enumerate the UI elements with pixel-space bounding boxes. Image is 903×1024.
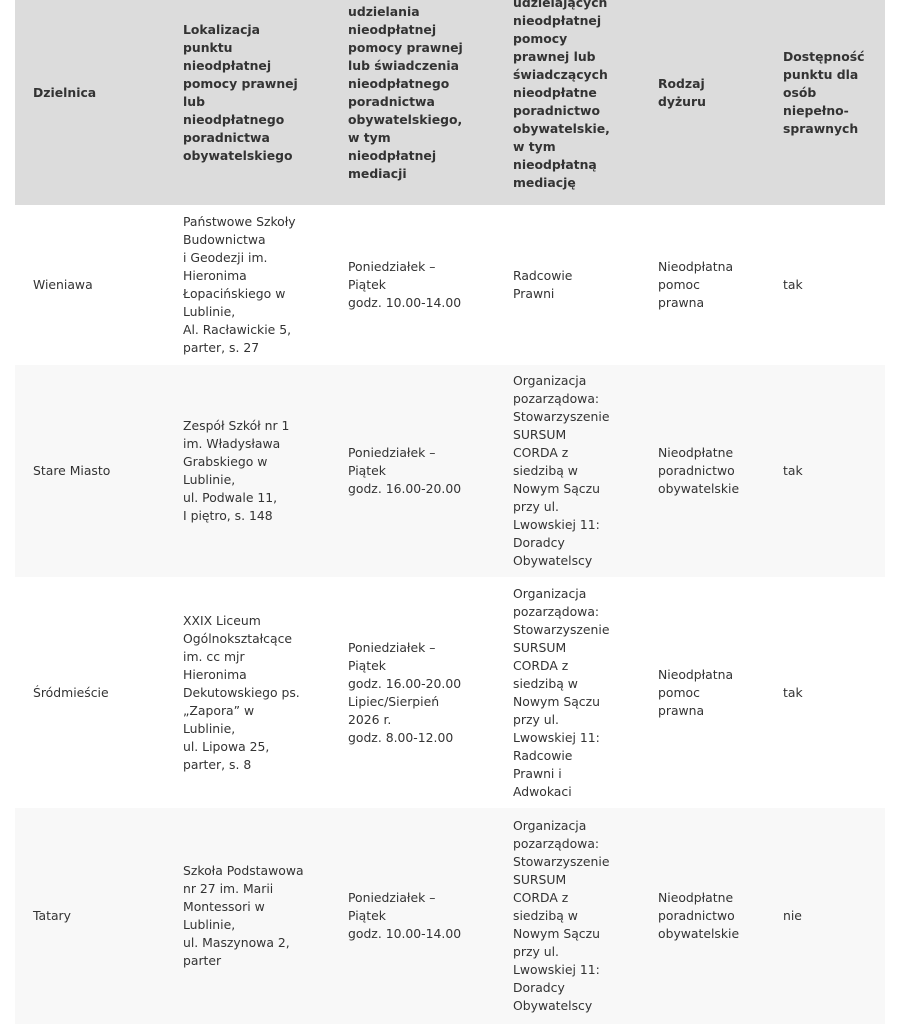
table-header: Dzielnica Lokalizacja punktu nieodpłatnej… <box>15 0 885 205</box>
header-cell: Lokalizacja punktu nieodpłatnej pomocy p… <box>183 21 298 163</box>
table-cell: Poniedziałek – Piątek godz. 10.00-14.00 <box>348 890 462 941</box>
table-cell: Poniedziałek – Piątek godz. 16.00-20.00 … <box>348 639 462 745</box>
table-cell: Nieodpłatna pomoc prawna <box>658 259 734 310</box>
table-cell: Nieodpłatne poradnictwo obywatelskie <box>658 445 740 496</box>
table-cell: Wieniawa <box>33 277 93 292</box>
table-cell: Nieodpłatna pomoc prawna <box>658 666 734 718</box>
table-cell: Poniedziałek – Piątek godz. 16.00-20.00 <box>348 445 462 496</box>
table-cell: Organizacja pozarządowa: Stowarzyszenie … <box>513 373 610 568</box>
table-cell: Państwowe Szkoły Budownictwa i Geodezji … <box>183 214 296 355</box>
table-cell: Radcowie Prawni <box>513 268 573 301</box>
table-cell: XXIX Liceum Ogólnokształcące im. cc mjr … <box>183 612 300 772</box>
table-cell: Zespół Szkół nr 1 im. Władysława Grabski… <box>183 418 290 523</box>
table-cell: Organizacja pozarządowa: Stowarzyszenie … <box>513 818 610 1013</box>
table-cell: tak <box>783 277 803 292</box>
table-row: Śródmieście XXIX Liceum Ogólnokształcące … <box>15 577 885 808</box>
table-cell: Poniedziałek – Piątek godz. 10.00-14.00 <box>348 259 462 310</box>
header-cell: Dzielnica <box>33 84 97 100</box>
table-cell: Tatary <box>33 908 71 923</box>
table-row: Wieniawa Państwowe Szkoły Budownictwa i G… <box>15 205 885 365</box>
table-cell: Nieodpłatne poradnictwo obywatelskie <box>658 890 740 941</box>
header-cell: udzielania nieodpłatnej pomocy prawnej l… <box>348 3 463 181</box>
table-cell: Śródmieście <box>33 684 109 700</box>
header-cell: Dostępność punktu dla osób niepełno- spr… <box>783 48 865 136</box>
header-cell: Rodzaj dyżuru <box>658 75 706 109</box>
table-cell: Szkoła Podstawowa nr 27 im. Marii Montes… <box>183 863 304 968</box>
table-cell: tak <box>783 463 803 478</box>
table-cell: Organizacja pozarządowa: Stowarzyszenie … <box>513 585 610 799</box>
table-row: Tatary Szkoła Podstawowa nr 27 im. Marii … <box>15 808 885 1024</box>
table-cell: nie <box>783 908 802 923</box>
table-cell: tak <box>783 684 803 700</box>
table-row: Stare Miasto Zespół Szkół nr 1 im. Władys… <box>15 365 885 577</box>
table-cell: Stare Miasto <box>33 463 111 478</box>
header-cell: udzielających nieodpłatnej pomocy prawne… <box>513 0 610 190</box>
